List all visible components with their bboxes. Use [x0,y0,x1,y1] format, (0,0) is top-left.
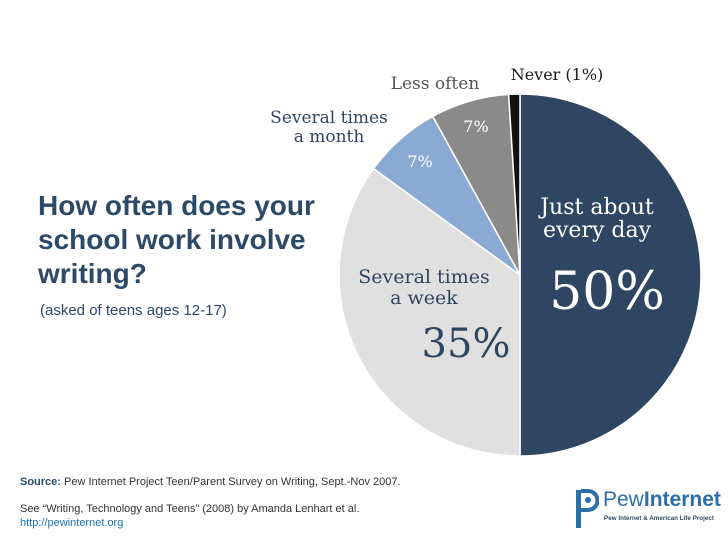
reference-note: See “Writing, Technology and Teens” (200… [20,503,360,515]
logo-wordmark: PewInternet [603,488,721,512]
pie-slice-several-times-a-week [338,167,521,457]
chart-subtitle: (asked of teens ages 12-17) [40,302,227,319]
slice-label-just-about-every-day: Just about every day [538,195,654,243]
logo-word-internet: Internet [643,488,721,511]
slice-label-several-times-a-week: Several times a week [358,266,490,309]
source-label: Source: [20,476,61,488]
slice-value-several-times-a-week: 35% [422,321,511,367]
source-link[interactable]: http://pewinternet.org [20,517,124,529]
source-note: Source: Pew Internet Project Teen/Parent… [20,476,401,488]
pie-slice-never [507,93,521,276]
logo-tagline: Pew Internet & American Life Project [604,515,714,522]
slice-label-less-often: Less often [391,74,480,94]
pie-slice-just-about-every-day [519,93,702,457]
slice-value-less-often: 7% [463,117,488,136]
pew-logo-icon [576,489,599,528]
pew-internet-logo: PewInternet Pew Internet & American Life… [575,488,721,530]
source-text: Pew Internet Project Teen/Parent Survey … [64,476,401,488]
chart-title: How often does your school work involve … [38,190,315,289]
slice-value-just-about-every-day: 50% [549,262,665,322]
slice-label-several-times-a-month: Several times a month [270,108,388,147]
slice-value-several-times-a-month: 7% [407,152,432,171]
logo-word-pew: Pew [603,488,644,511]
slice-label-never: Never (1%) [511,65,604,84]
